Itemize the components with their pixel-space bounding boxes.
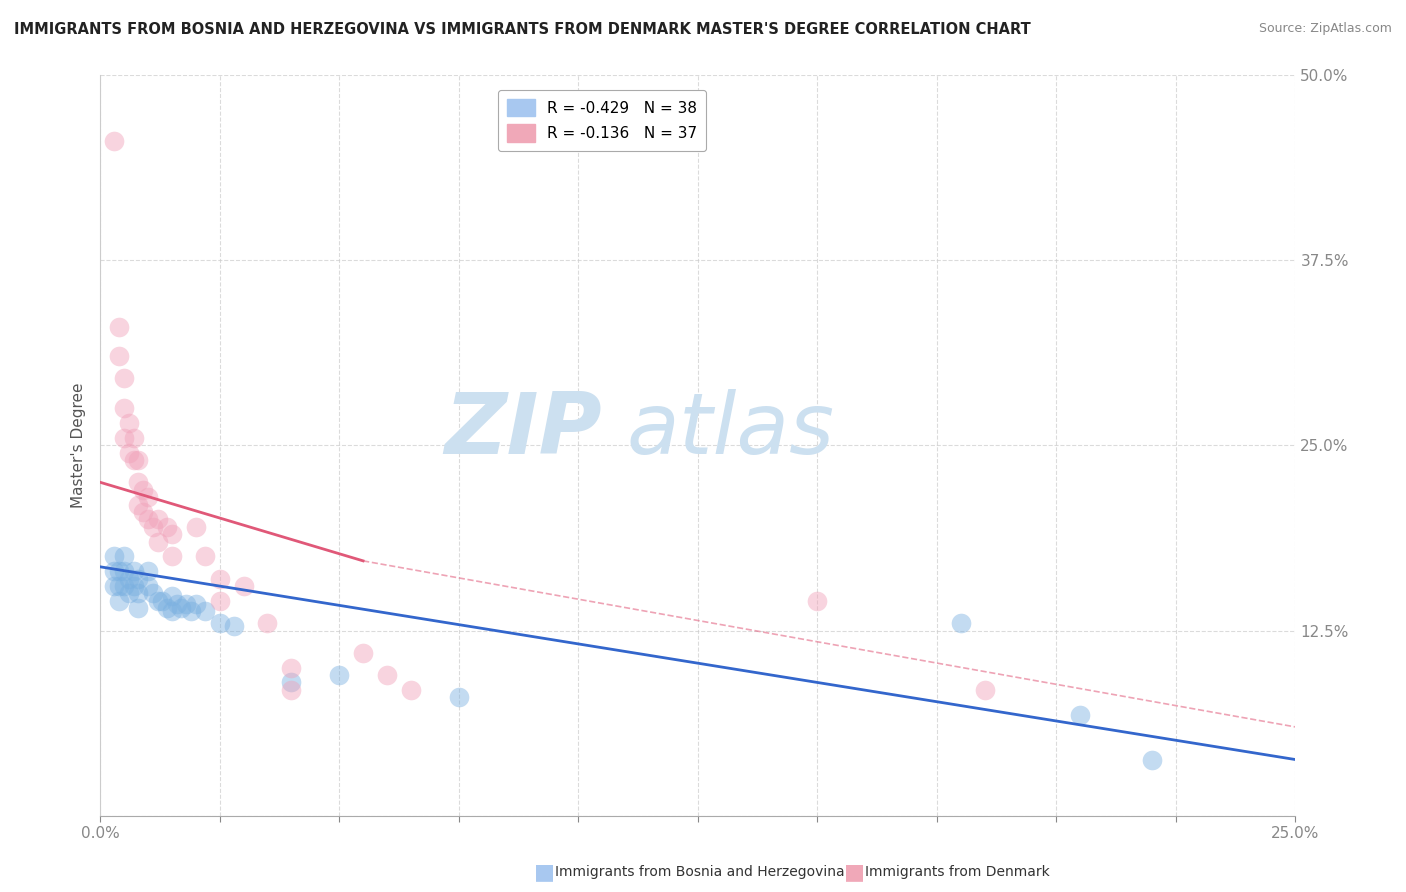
Point	[160, 549, 183, 564]
Point	[103, 134, 125, 148]
Point	[208, 572, 231, 586]
Legend: R = -0.429   N = 38, R = -0.136   N = 37: R = -0.429 N = 38, R = -0.136 N = 37	[498, 89, 706, 151]
Point	[156, 520, 179, 534]
Point	[160, 590, 183, 604]
Point	[1069, 708, 1091, 723]
Point	[447, 690, 470, 705]
Text: Immigrants from Bosnia and Herzegovina: Immigrants from Bosnia and Herzegovina	[555, 865, 845, 880]
Point	[127, 586, 149, 600]
Point	[127, 453, 149, 467]
Text: ZIP: ZIP	[444, 389, 602, 472]
Y-axis label: Master's Degree: Master's Degree	[72, 383, 86, 508]
Point	[160, 604, 183, 618]
Point	[122, 579, 145, 593]
Point	[103, 579, 125, 593]
Point	[132, 483, 155, 497]
Point	[112, 371, 135, 385]
Point	[108, 564, 131, 578]
Point	[108, 319, 131, 334]
Point	[184, 520, 207, 534]
Point	[156, 601, 179, 615]
Point	[194, 604, 217, 618]
Text: Immigrants from Denmark: Immigrants from Denmark	[865, 865, 1049, 880]
Point	[208, 594, 231, 608]
Point	[127, 572, 149, 586]
Point	[180, 604, 202, 618]
Point	[160, 527, 183, 541]
Point	[174, 597, 197, 611]
Point	[118, 572, 141, 586]
Point	[166, 597, 188, 611]
Point	[375, 668, 398, 682]
Point	[806, 594, 828, 608]
Point	[122, 564, 145, 578]
Point	[108, 594, 131, 608]
Point	[194, 549, 217, 564]
Point	[118, 416, 141, 430]
Point	[973, 682, 995, 697]
Point	[184, 597, 207, 611]
Point	[127, 601, 149, 615]
Point	[1140, 753, 1163, 767]
Point	[108, 349, 131, 363]
Point	[328, 668, 350, 682]
Point	[280, 660, 302, 674]
Point	[127, 475, 149, 490]
Point	[118, 445, 141, 459]
Point	[232, 579, 254, 593]
Point	[112, 401, 135, 416]
Point	[127, 498, 149, 512]
Point	[222, 619, 245, 633]
Point	[949, 616, 972, 631]
Point	[132, 505, 155, 519]
Text: Source: ZipAtlas.com: Source: ZipAtlas.com	[1258, 22, 1392, 36]
Point	[136, 579, 159, 593]
Point	[399, 682, 422, 697]
Point	[122, 431, 145, 445]
Text: ■: ■	[844, 863, 865, 882]
Point	[122, 453, 145, 467]
Point	[112, 549, 135, 564]
Point	[136, 490, 159, 504]
Point	[108, 579, 131, 593]
Point	[112, 431, 135, 445]
Point	[170, 601, 193, 615]
Point	[112, 579, 135, 593]
Point	[280, 682, 302, 697]
Point	[136, 564, 159, 578]
Point	[280, 675, 302, 690]
Point	[103, 564, 125, 578]
Point	[352, 646, 374, 660]
Point	[146, 534, 169, 549]
Point	[150, 594, 173, 608]
Text: IMMIGRANTS FROM BOSNIA AND HERZEGOVINA VS IMMIGRANTS FROM DENMARK MASTER'S DEGRE: IMMIGRANTS FROM BOSNIA AND HERZEGOVINA V…	[14, 22, 1031, 37]
Point	[146, 512, 169, 526]
Point	[112, 564, 135, 578]
Point	[118, 586, 141, 600]
Text: ■: ■	[534, 863, 555, 882]
Point	[142, 586, 165, 600]
Point	[103, 549, 125, 564]
Point	[208, 616, 231, 631]
Text: atlas: atlas	[626, 389, 834, 472]
Point	[136, 512, 159, 526]
Point	[256, 616, 278, 631]
Point	[146, 594, 169, 608]
Point	[142, 520, 165, 534]
